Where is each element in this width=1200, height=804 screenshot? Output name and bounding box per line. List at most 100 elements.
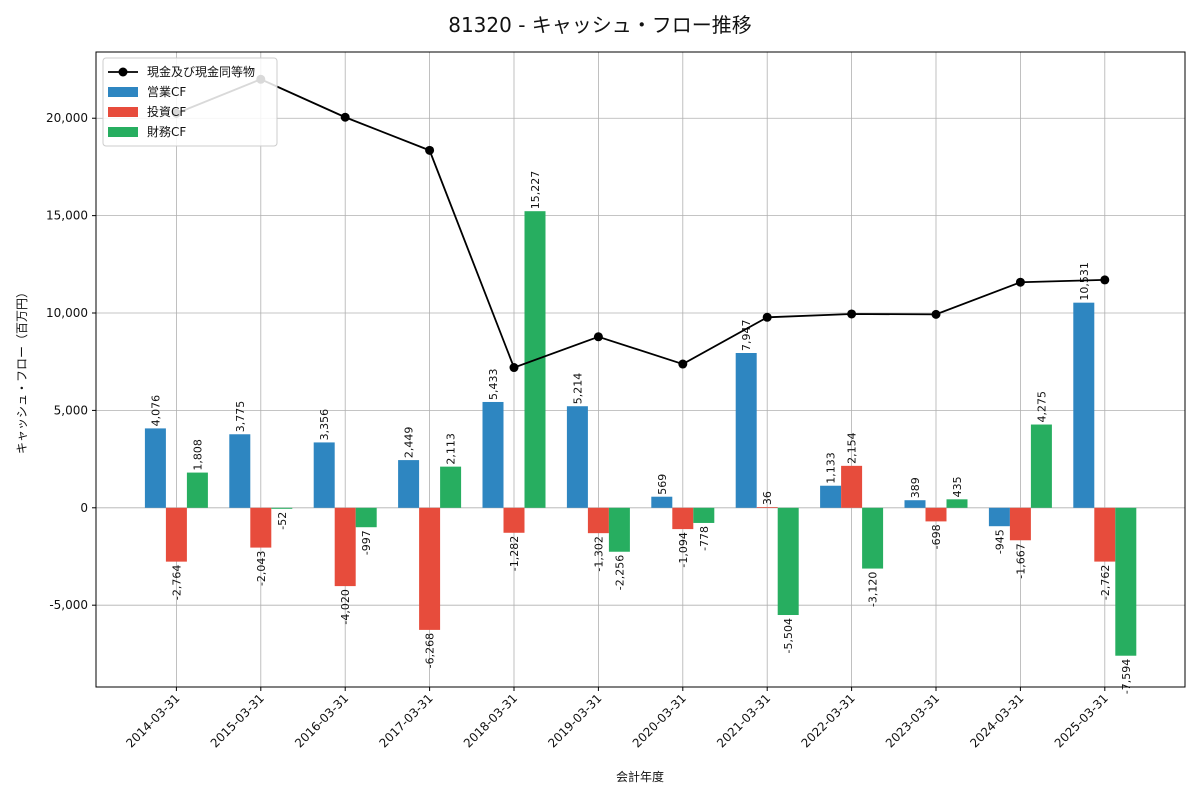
data-label: 4,076 [149,395,162,427]
data-label: 2,154 [846,432,859,464]
y-tick-label: 20,000 [46,111,88,125]
bar [735,353,757,508]
bar [756,507,778,508]
legend-swatch [108,107,138,117]
bar [165,507,187,562]
data-label: 15,227 [529,171,542,210]
plot-frame [95,51,1186,688]
x-tick-label: 2022-03-31 [799,691,858,750]
cash-point [340,112,350,122]
bar [419,507,441,630]
x-tick-label: 2017-03-31 [377,691,436,750]
legend-label: 現金及び現金同等物 [147,64,255,79]
data-label: -2,256 [613,555,626,590]
data-label: -3,120 [867,572,880,607]
data-label: 2,113 [445,433,458,465]
bar [862,507,884,569]
data-label: 7,947 [740,320,753,352]
data-label: 36 [761,491,774,505]
data-label: -945 [993,529,1006,554]
data-label: 1,808 [191,439,204,471]
bar [229,434,251,508]
cash-point [1100,275,1110,285]
bar [777,507,799,616]
bar [398,460,420,508]
cash-point [678,359,688,369]
bar [144,428,166,508]
bar [1094,507,1116,562]
data-label: -698 [930,524,943,549]
data-label: 10,531 [1078,262,1091,301]
y-tick-label: 10,000 [46,306,88,320]
data-label: 4,275 [1035,391,1048,423]
x-tick-label: 2025-03-31 [1052,691,1111,750]
legend-label: 投資CF [147,104,186,119]
cash-point [1015,277,1025,287]
bar [482,401,504,508]
y-tick-label: 5,000 [54,403,88,417]
data-label: 5,214 [571,373,584,405]
cash-point [847,309,857,319]
data-label: 5,433 [487,368,500,400]
x-tick-label: 2014-03-31 [123,691,182,750]
legend-swatch [108,127,138,137]
data-label: 3,356 [318,409,331,441]
cash-point [425,145,435,155]
data-label: -52 [276,512,289,530]
data-label: 1,133 [825,452,838,484]
bar [946,499,968,508]
x-tick-label: 2015-03-31 [208,691,267,750]
y-tick-label: 15,000 [46,209,88,223]
data-label: -1,302 [592,536,605,571]
data-label: -2,762 [1099,565,1112,600]
bar [820,485,842,508]
data-label: -1,094 [677,532,690,567]
chart-title: 81320 - キャッシュ・フロー推移 [448,13,752,37]
cash-point [762,312,772,322]
x-tick-label: 2016-03-31 [292,691,351,750]
legend-label: 営業CF [147,85,186,99]
data-label: 2,449 [403,427,416,459]
data-label: 569 [656,474,669,495]
y-tick-label: -5,000 [49,598,88,612]
cash-point [509,363,519,373]
bar [904,500,926,508]
bar [271,507,293,509]
bar [503,507,525,533]
bar [566,406,588,508]
data-label: -6,268 [424,633,437,668]
legend-swatch [108,87,138,97]
cash-line [176,78,1105,369]
bar [608,507,630,552]
bar [355,507,377,528]
data-label: 389 [909,477,922,498]
legend-box [102,57,278,147]
bar [1073,302,1095,508]
y-axis-label: キャッシュ・フロー（百万円） [15,286,29,454]
bar [587,507,609,534]
data-label: -1,282 [508,536,521,571]
data-label: -997 [360,530,373,555]
bar [672,507,694,530]
bar [693,507,715,523]
data-label: -2,043 [255,551,268,586]
x-tick-label: 2018-03-31 [461,691,520,750]
bar [1030,424,1052,508]
data-label: -7,594 [1120,659,1133,694]
bar [334,507,356,587]
cash-point [593,332,603,342]
data-label: -4,020 [339,589,352,624]
bar [841,465,863,508]
bar [186,472,208,508]
data-label: 435 [951,476,964,497]
bar [988,507,1010,527]
legend-label: 財務CF [147,124,186,139]
data-label: -5,504 [782,618,795,653]
bar [250,507,272,548]
legend-marker [118,67,128,77]
cash-point [931,309,941,319]
data-label: 3,775 [234,401,247,433]
y-tick-label: 0 [80,501,88,515]
bar [1115,507,1137,656]
